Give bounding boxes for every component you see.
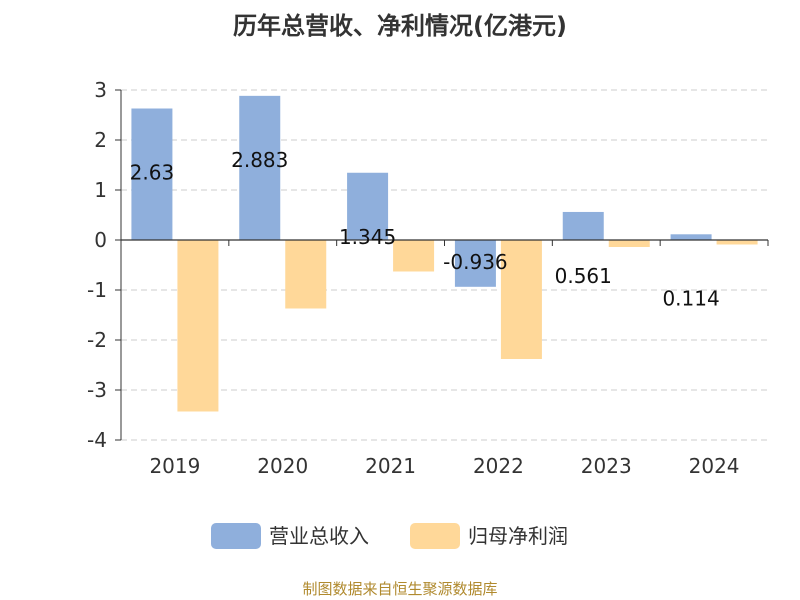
legend[interactable]: 营业总收入 归母净利润 bbox=[211, 523, 568, 549]
bar-net-profit-2022[interactable] bbox=[500, 240, 542, 359]
data-label-layer: 2.63 2.883 1.345 -0.936 0.561 0.114 bbox=[130, 148, 720, 310]
x-tick-label: 2022 bbox=[473, 454, 524, 478]
x-tick-label: 2020 bbox=[257, 454, 308, 478]
bar-net-profit-2020[interactable] bbox=[285, 240, 327, 309]
bar-revenue-2019[interactable] bbox=[131, 108, 173, 241]
x-tick-label: 2019 bbox=[149, 454, 200, 478]
bar-revenue-2024[interactable] bbox=[670, 234, 712, 240]
y-tick-label: -4 bbox=[87, 428, 107, 452]
bar-revenue-2023[interactable] bbox=[562, 211, 604, 240]
x-tick-label: 2024 bbox=[689, 454, 740, 478]
legend-label: 归母净利润 bbox=[468, 524, 568, 548]
data-label: 0.114 bbox=[662, 286, 719, 310]
legend-swatch bbox=[211, 523, 261, 549]
bar-layer bbox=[131, 95, 758, 412]
data-label: 0.561 bbox=[555, 264, 612, 288]
x-tick-label: 2021 bbox=[365, 454, 416, 478]
data-label: 2.883 bbox=[231, 148, 288, 172]
legend-item-net-profit[interactable]: 归母净利润 bbox=[410, 523, 568, 549]
grid-layer bbox=[121, 89, 768, 441]
bar-net-profit-2023[interactable] bbox=[608, 240, 650, 247]
bar-revenue-2020[interactable] bbox=[239, 95, 281, 240]
source-note: 制图数据来自恒生聚源数据库 bbox=[302, 580, 498, 598]
y-tick-label: 1 bbox=[94, 178, 107, 202]
data-label: 2.63 bbox=[130, 161, 175, 185]
y-tick-label: -3 bbox=[87, 378, 107, 402]
bar-net-profit-2021[interactable] bbox=[393, 240, 435, 272]
legend-swatch bbox=[410, 523, 460, 549]
y-tick-label: 3 bbox=[94, 78, 107, 102]
bar-net-profit-2019[interactable] bbox=[177, 240, 219, 412]
data-label: 1.345 bbox=[339, 225, 396, 249]
bar-revenue-2022[interactable] bbox=[454, 240, 496, 287]
axis-layer: 3 2 1 0 -1 -2 -3 -4 2019 2020 2021 2022 2023 2024 bbox=[87, 78, 769, 478]
bar-net-profit-2024[interactable] bbox=[716, 240, 758, 245]
data-label: -0.936 bbox=[443, 250, 507, 274]
y-tick-label: 0 bbox=[94, 228, 107, 252]
legend-item-revenue[interactable]: 营业总收入 bbox=[211, 523, 369, 549]
x-tick-label: 2023 bbox=[581, 454, 632, 478]
legend-label: 营业总收入 bbox=[269, 524, 369, 548]
bar-revenue-2021[interactable] bbox=[347, 172, 389, 240]
y-tick-label: -1 bbox=[87, 278, 107, 302]
y-tick-label: 2 bbox=[94, 128, 107, 152]
chart-title: 历年总营收、净利情况(亿港元) bbox=[233, 12, 567, 40]
y-tick-label: -2 bbox=[87, 328, 107, 352]
